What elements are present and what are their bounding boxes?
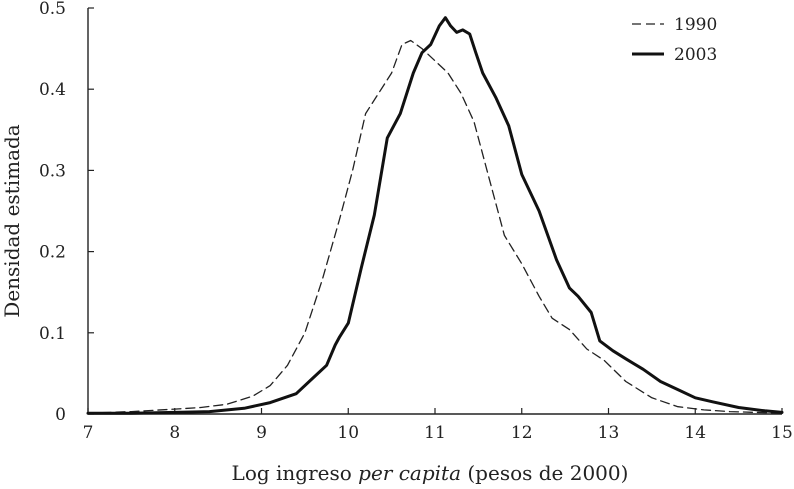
y-axis-title: Densidad estimada [0,124,24,318]
x-axis-title-part: per capita [358,461,461,485]
x-tick-label: 15 [771,423,793,443]
y-tick-label: 0.1 [39,324,66,344]
x-tick-label: 14 [684,423,706,443]
y-tick-label: 0.3 [39,161,66,181]
x-tick-label: 10 [337,423,359,443]
series-layer [86,16,784,415]
y-tick-label: 0.2 [39,243,66,263]
y-tick-label: 0.5 [39,0,66,19]
x-axis-title-part: Log ingreso [232,461,359,485]
x-axis-title-part: (pesos de 2000) [461,461,628,485]
x-tick-label: 7 [83,423,94,443]
y-tick-label: 0 [55,405,66,425]
x-tick-label: 9 [256,423,267,443]
x-tick-label: 12 [511,423,533,443]
series-line-2003 [86,16,784,415]
x-axis-title: Log ingreso per capita (pesos de 2000) [232,461,629,485]
x-tick-label: 8 [169,423,180,443]
legend-label-2003: 2003 [674,45,717,65]
legend: 1990 2003 [632,15,717,65]
x-tick-label: 11 [424,423,446,443]
y-tick-label: 0.4 [39,80,66,100]
series-line-1990 [87,39,783,414]
x-tick-label: 13 [598,423,620,443]
legend-label-1990: 1990 [674,15,717,35]
